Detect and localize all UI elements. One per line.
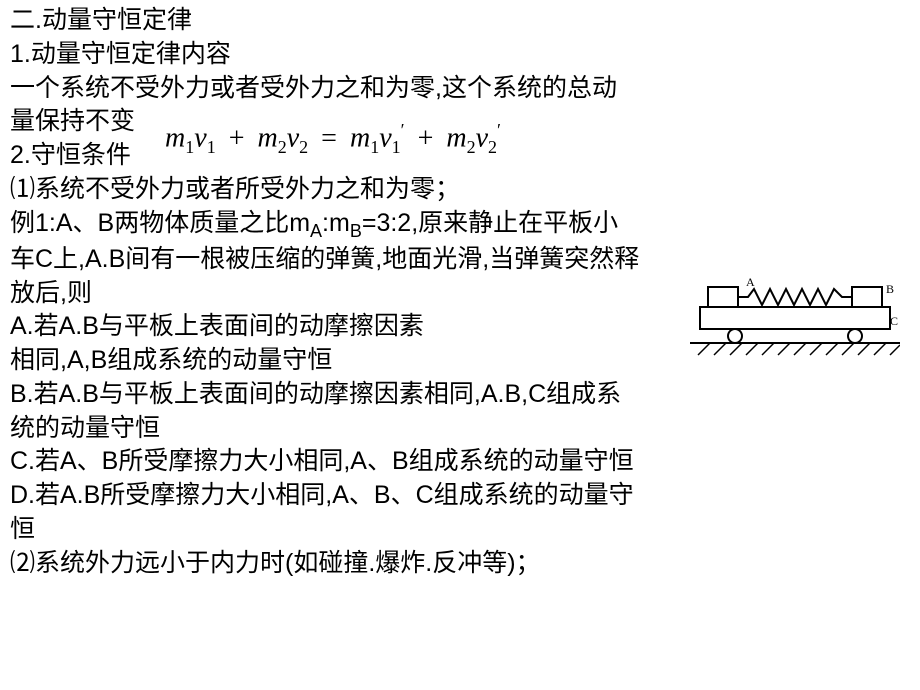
option-d-line-1: D.若A.B所受摩擦力大小相同,A、B、C组成系统的动量守 [10,479,910,513]
formula-v1p: v [379,123,391,154]
formula-eq: = [315,123,343,154]
example-1-line-2: 车C上,A.B间有一根被压缩的弹簧,地面光滑,当弹簧突然释 [10,243,910,277]
section-title: 二.动量守恒定律 [10,4,910,38]
formula-sub2d: 2 [488,137,497,157]
option-b-line-2: 统的动量守恒 [10,412,910,446]
formula-sub2: 2 [278,137,287,157]
option-a-line-2: 相同,A,B组成系统的动量守恒 [10,344,684,378]
diagram-row: 放后,则 A.若A.B与平板上表面间的动摩擦因素 相同,A,B组成系统的动量守恒 [10,277,910,378]
option-b-line-1: B.若A.B与平板上表面间的动摩擦因素相同,A.B,C组成系 [10,378,910,412]
diagram-label-c: C [890,314,898,328]
diagram-label-b: B [886,282,894,296]
example-1-line-3: 放后,则 [10,277,684,311]
formula-sub1d: 1 [392,137,401,157]
formula-m2p: m [446,123,466,154]
subsection-1: 1.动量守恒定律内容 [10,38,910,72]
formula-plus2: + [412,123,440,154]
ex1a-head: 例1:A、B两物体质量之比m [10,209,310,237]
ex1a-mid: :m [322,209,350,237]
formula-v2p: v [476,123,488,154]
formula-m1p: m [350,123,370,154]
spring-cart-diagram: A B C [690,277,900,357]
condition-1: ⑴系统不受外力或者所受外力之和为零； [10,173,910,207]
momentum-formula: m1v1 + m2v2 = m1v1′ + m2v2′ [135,118,910,159]
ex1a-sub-b: B [350,221,362,241]
subsection-2: 2.守恒条件 [10,139,135,173]
ex1a-tail: =3:2,原来静止在平板小 [362,209,618,237]
formula-row: 量保持不变 2.守恒条件 m1v1 + m2v2 = m1v1′ + m2v2′ [10,105,910,173]
formula-m2: m [257,123,277,154]
example-1-line-1: 例1:A、B两物体质量之比mA:mB=3:2,原来静止在平板小 [10,207,910,243]
diagram-label-a: A [746,277,755,289]
formula-sub2b: 2 [299,137,308,157]
formula-prime1: ′ [401,120,405,140]
formula-m1: m [165,123,185,154]
option-c: C.若A、B所受摩擦力大小相同,A、B组成系统的动量守恒 [10,445,910,479]
definition-line-2: 量保持不变 [10,105,135,139]
formula-sub1b: 1 [207,137,216,157]
definition-line-1: 一个系统不受外力或者受外力之和为零,这个系统的总动 [10,72,910,106]
option-d-line-2: 恒 [10,513,910,547]
formula-sub2c: 2 [467,137,476,157]
formula-plus: + [223,123,251,154]
condition-2: ⑵系统外力远小于内力时(如碰撞.爆炸.反冲等)； [10,547,910,581]
ex1a-sub-a: A [310,221,322,241]
formula-v2: v [287,123,299,154]
formula-sub1c: 1 [370,137,379,157]
formula-v1: v [194,123,206,154]
formula-sub1: 1 [185,137,194,157]
option-a-line-1: A.若A.B与平板上表面间的动摩擦因素 [10,310,684,344]
formula-prime2: ′ [497,120,501,140]
